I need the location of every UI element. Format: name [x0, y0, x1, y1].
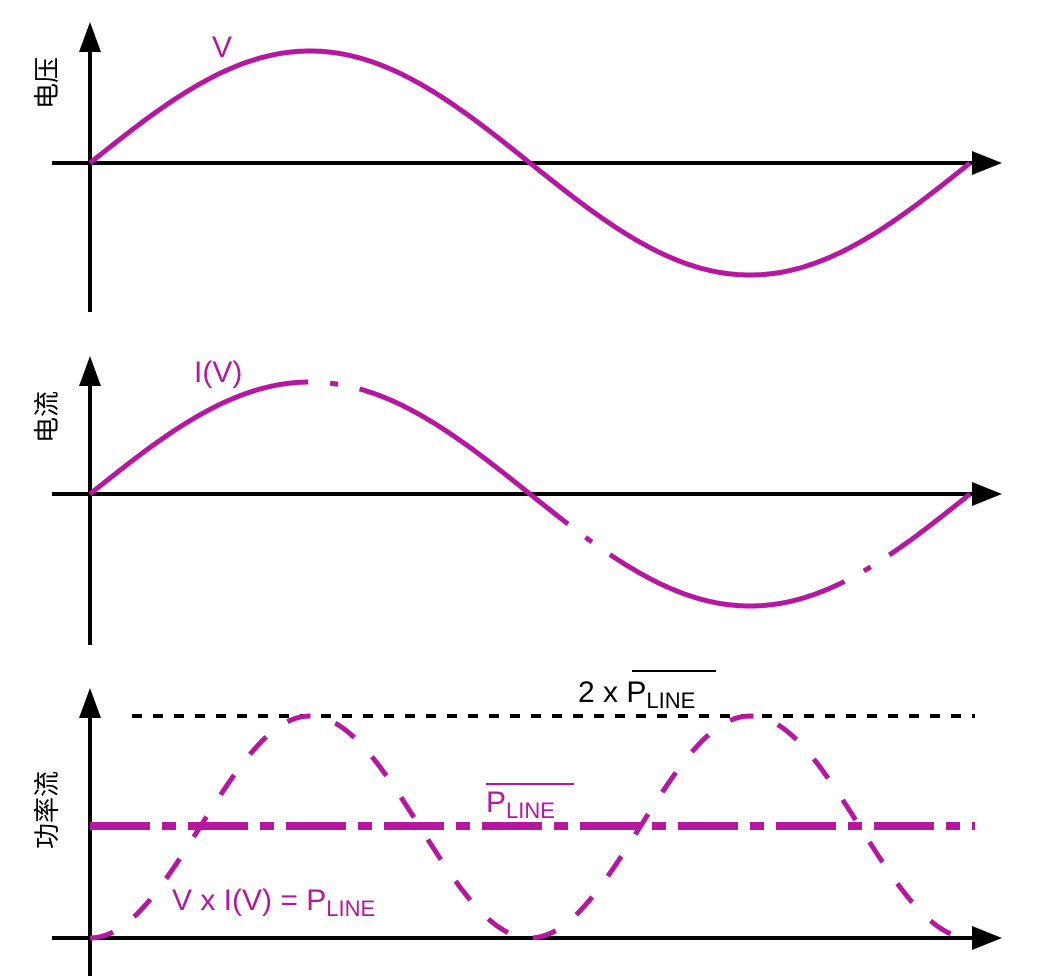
current-x-arrow — [972, 482, 1002, 506]
avg-sub: LINE — [506, 798, 555, 823]
product-text: V x I(V) = — [172, 884, 306, 917]
average-power-label: PLINE — [486, 783, 574, 823]
voltage-wave — [88, 48, 972, 278]
current-axis-label: 电流 — [33, 391, 63, 443]
power-x-arrow — [972, 926, 1002, 950]
avg-p: P — [486, 786, 506, 819]
current-y-arrow — [79, 356, 101, 386]
current-wave-label: I(V) — [194, 356, 242, 389]
voltage-axis-label: 电压 — [33, 57, 63, 109]
product-sub: LINE — [326, 896, 375, 921]
power-wave — [89, 713, 971, 941]
peak-p: P — [626, 676, 646, 709]
voltage-wave-label: V — [212, 31, 232, 64]
peak-power-label: 2 x PLINE — [578, 670, 716, 713]
power-axis-label: 功率流 — [33, 771, 63, 849]
peak-prefix: 2 x — [578, 676, 626, 709]
voltage-y-arrow — [79, 22, 101, 52]
power-y-arrow — [79, 688, 101, 718]
svg-text:2 x PLINE: 2 x PLINE — [578, 676, 695, 713]
voltage-panel: 电压 V — [33, 22, 1002, 312]
product-p: P — [306, 884, 326, 917]
peak-sub: LINE — [646, 688, 695, 713]
current-wave — [88, 379, 972, 609]
voltage-x-arrow — [972, 151, 1002, 175]
svg-text:PLINE: PLINE — [486, 786, 555, 823]
power-panel: 功率流 2 x PLINE PLINE V x I(V) = PLINE — [33, 670, 1002, 976]
power-product-label: V x I(V) = PLINE — [172, 884, 375, 921]
current-panel: 电流 I(V) — [33, 356, 1002, 645]
